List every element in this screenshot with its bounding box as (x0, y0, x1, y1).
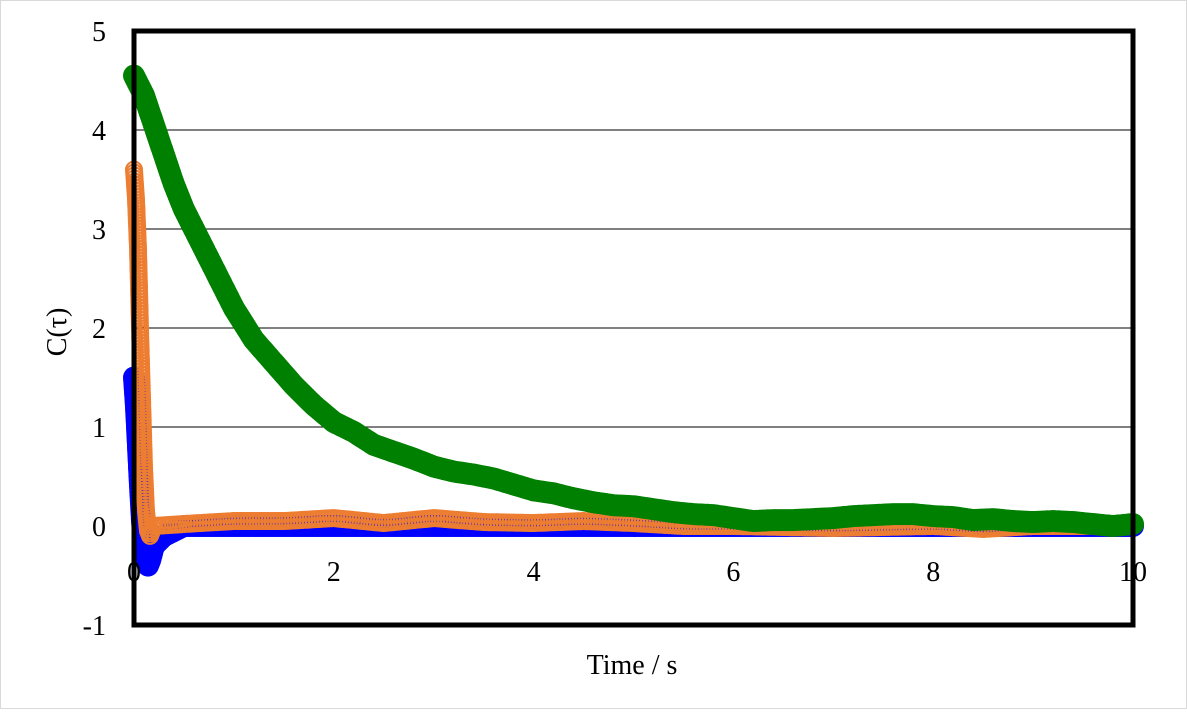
x-tick-label: 0 (127, 557, 141, 588)
series-3 (123, 64, 1144, 537)
y-tick-label: 0 (92, 512, 106, 543)
y-tick-label: 2 (92, 314, 106, 345)
tick-labels: -1 0 1 2 3 4 5 0 2 4 6 8 10 (83, 17, 1147, 642)
y-tick-label: -1 (83, 611, 106, 642)
plot-area-frame (131, 28, 1136, 628)
x-tick-label: 2 (327, 557, 341, 588)
y-tick-label: 3 (92, 215, 106, 246)
y-tick-label: 1 (92, 413, 106, 444)
series-layer (123, 64, 1144, 577)
x-axis-label: Time / s (587, 650, 678, 681)
y-tick-label: 4 (92, 116, 106, 147)
x-tick-label: 6 (726, 557, 740, 588)
x-tick-label: 4 (527, 557, 541, 588)
y-axis-label: C(τ) (42, 308, 73, 357)
x-tick-label: 10 (1119, 557, 1147, 588)
x-tick-label: 8 (926, 557, 940, 588)
y-tick-label: 5 (92, 17, 106, 48)
